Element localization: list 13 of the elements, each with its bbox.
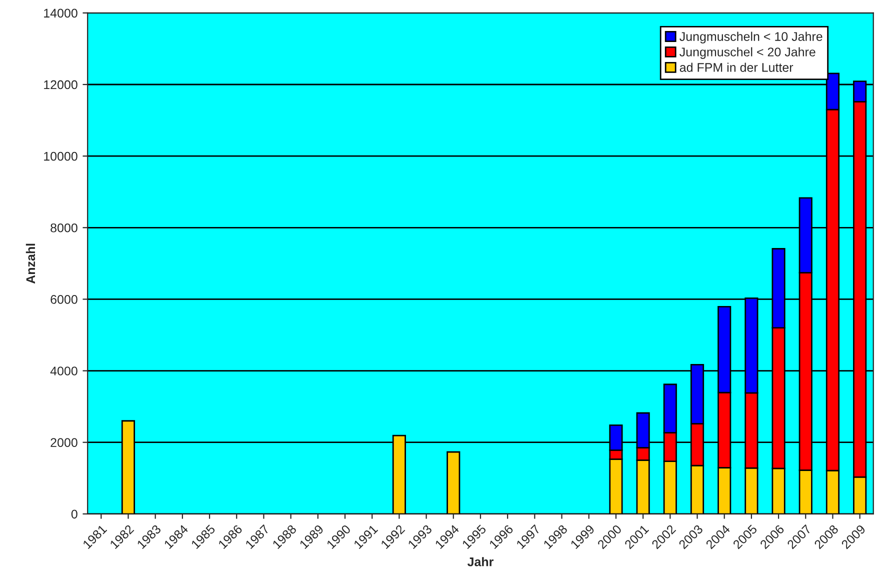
y-tick-label: 14000 (44, 8, 78, 18)
y-tick-label: 0 (71, 510, 78, 519)
y-tick-label: 12000 (44, 80, 78, 90)
y-tick-label: 6000 (50, 295, 78, 304)
y-tick-label: 4000 (50, 366, 78, 376)
y-tick-label: 8000 (50, 223, 78, 232)
y-axis-title: Anzahl (26, 244, 36, 284)
legend-label: Jungmuschel < 20 Jahre (680, 47, 816, 59)
y-tick-label: 2000 (50, 438, 78, 447)
legend-label: Jungmuscheln < 10 Jahre (680, 32, 822, 44)
x-axis-title: Jahr (467, 557, 494, 566)
y-tick-label: 10000 (44, 152, 78, 161)
legend-label: ad FPM in der Lutter (680, 62, 794, 72)
